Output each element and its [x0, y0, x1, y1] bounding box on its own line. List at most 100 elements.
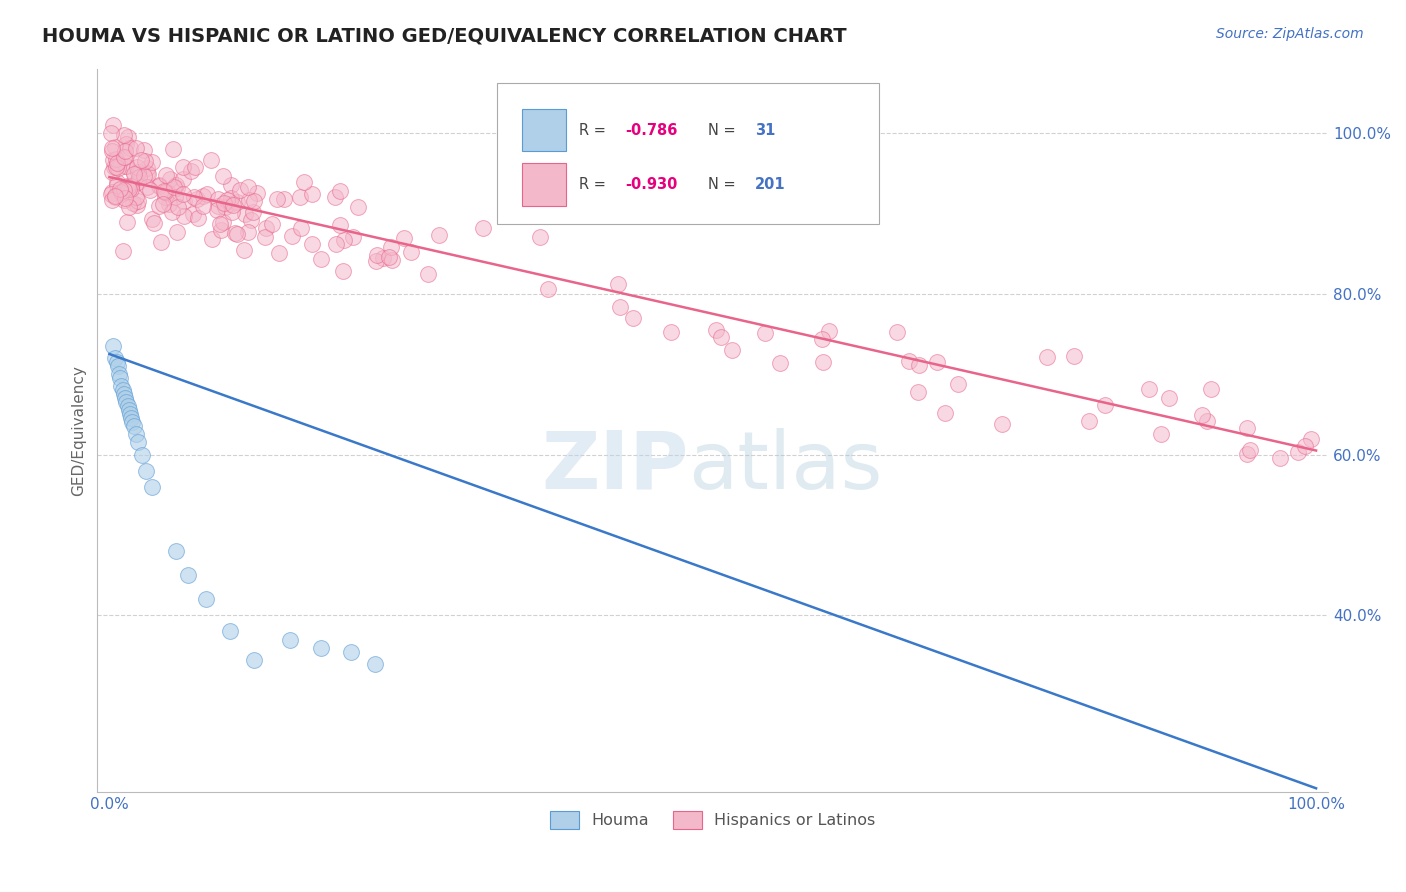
- Point: [139, 183, 162, 197]
- Point: [160, 205, 183, 219]
- Point: [288, 190, 311, 204]
- Point: [134, 154, 156, 169]
- Point: [1268, 450, 1291, 465]
- Point: [153, 190, 176, 204]
- FancyBboxPatch shape: [522, 109, 567, 152]
- Point: [214, 200, 236, 214]
- Point: [122, 166, 145, 180]
- Point: [110, 182, 132, 196]
- Point: [215, 193, 238, 207]
- Point: [377, 250, 399, 264]
- Point: [142, 216, 165, 230]
- Point: [209, 223, 232, 237]
- Point: [101, 144, 124, 158]
- Point: [529, 230, 551, 244]
- Point: [1236, 447, 1258, 461]
- Point: [309, 252, 332, 266]
- Point: [380, 240, 402, 254]
- Point: [908, 359, 931, 373]
- FancyBboxPatch shape: [522, 163, 567, 206]
- Point: [1199, 382, 1222, 396]
- Point: [1301, 432, 1323, 446]
- Text: N =: N =: [707, 177, 740, 192]
- Point: [105, 153, 128, 167]
- Point: [373, 251, 395, 265]
- Point: [148, 198, 170, 212]
- Point: [101, 153, 124, 167]
- Point: [112, 183, 135, 197]
- Point: [219, 178, 242, 192]
- Point: [1063, 349, 1085, 363]
- Point: [135, 464, 157, 478]
- Point: [1191, 409, 1213, 423]
- Point: [112, 150, 135, 164]
- FancyBboxPatch shape: [498, 83, 879, 224]
- Point: [238, 193, 260, 207]
- Point: [165, 544, 187, 558]
- Point: [128, 169, 150, 184]
- Point: [122, 419, 145, 434]
- Point: [105, 161, 128, 175]
- Point: [201, 231, 224, 245]
- Point: [173, 194, 195, 209]
- Point: [1236, 421, 1258, 435]
- Point: [181, 207, 204, 221]
- Point: [817, 325, 839, 339]
- Point: [104, 139, 127, 153]
- Point: [810, 332, 832, 346]
- Point: [191, 199, 214, 213]
- Point: [114, 149, 136, 163]
- Point: [427, 228, 450, 243]
- Point: [173, 209, 195, 223]
- Point: [180, 164, 202, 178]
- Point: [114, 159, 136, 173]
- Point: [112, 387, 135, 401]
- Point: [267, 245, 290, 260]
- Point: [117, 200, 139, 214]
- Point: [136, 165, 159, 179]
- Text: HOUMA VS HISPANIC OR LATINO GED/EQUIVALENCY CORRELATION CHART: HOUMA VS HISPANIC OR LATINO GED/EQUIVALE…: [42, 27, 846, 45]
- Point: [105, 156, 128, 170]
- Point: [472, 221, 495, 235]
- Point: [329, 219, 352, 233]
- Point: [115, 136, 138, 151]
- Point: [101, 141, 124, 155]
- Text: atlas: atlas: [688, 427, 883, 506]
- Point: [127, 194, 149, 208]
- Point: [101, 193, 124, 207]
- Point: [166, 200, 188, 214]
- Point: [416, 267, 439, 281]
- Point: [243, 652, 266, 666]
- Point: [381, 253, 404, 268]
- Point: [150, 235, 173, 249]
- Point: [200, 153, 222, 167]
- Point: [157, 186, 180, 200]
- Point: [325, 236, 347, 251]
- Point: [127, 175, 149, 189]
- Point: [112, 128, 135, 142]
- Point: [706, 323, 728, 337]
- Point: [117, 399, 139, 413]
- Point: [101, 165, 124, 179]
- Point: [224, 226, 246, 240]
- Point: [1036, 350, 1059, 364]
- Point: [710, 330, 733, 344]
- Point: [621, 311, 644, 326]
- Point: [229, 183, 252, 197]
- Point: [392, 231, 415, 245]
- Point: [125, 160, 148, 174]
- Point: [907, 385, 929, 400]
- Point: [110, 371, 132, 385]
- Point: [127, 165, 149, 179]
- Text: R =: R =: [579, 122, 610, 137]
- Point: [207, 202, 229, 217]
- Point: [721, 343, 744, 357]
- Point: [148, 178, 170, 193]
- Point: [934, 406, 956, 420]
- Point: [209, 217, 232, 231]
- Point: [323, 190, 346, 204]
- Point: [222, 198, 245, 212]
- Point: [125, 198, 148, 212]
- Point: [101, 118, 124, 132]
- Point: [136, 167, 159, 181]
